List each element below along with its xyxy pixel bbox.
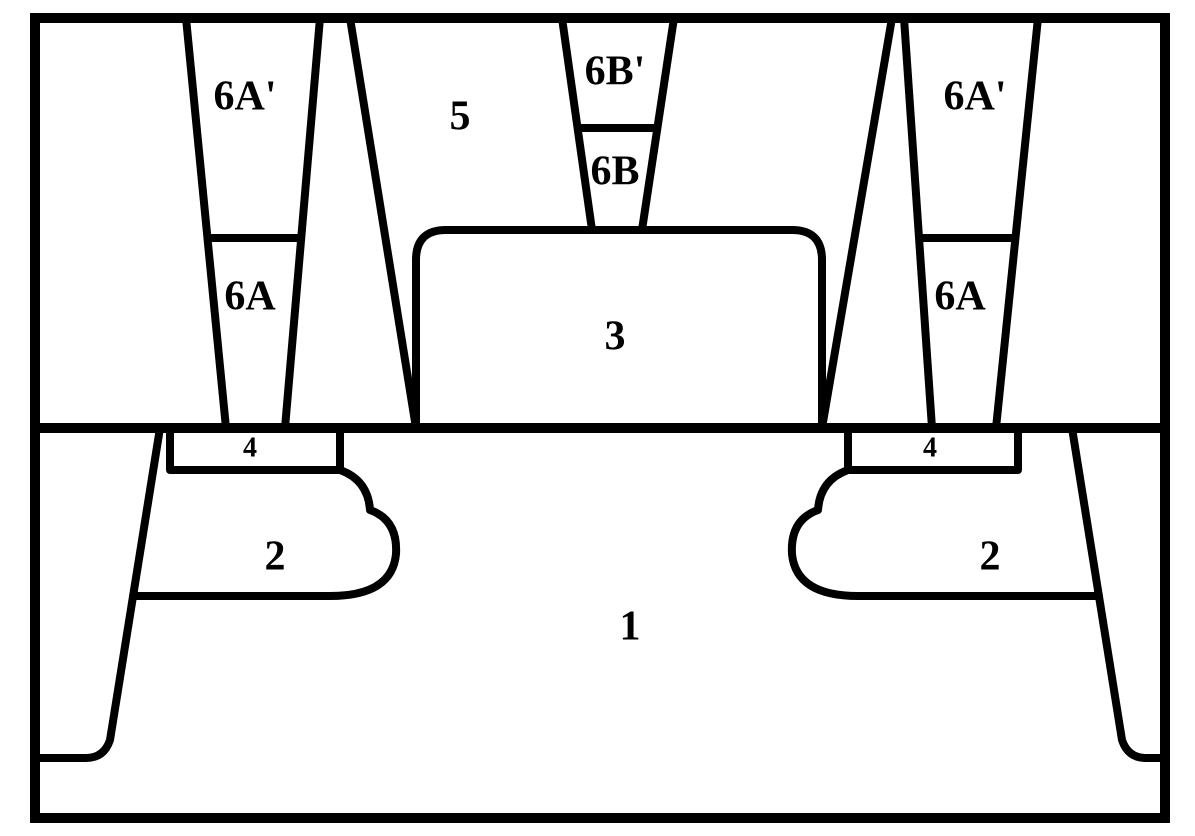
label-region4_right: 4	[923, 432, 937, 463]
label-region6B: 6B	[590, 149, 639, 195]
label-region2_left: 2	[265, 534, 286, 580]
label-region6A_left: 6A	[224, 274, 276, 320]
label-region5: 5	[450, 94, 471, 140]
label-region1: 1	[620, 604, 641, 650]
cross-section-diagram: 1 2 2 3 4 4 5 6A 6A 6A' 6A' 6B 6B'	[0, 0, 1195, 836]
label-region4_left: 4	[243, 432, 257, 463]
label-region6Aprime_left: 6A'	[214, 74, 277, 120]
label-region2_right: 2	[980, 534, 1001, 580]
label-region3: 3	[605, 314, 626, 360]
label-region6Bprime: 6B'	[585, 49, 646, 95]
label-region6Aprime_right: 6A'	[944, 74, 1007, 120]
label-region6A_right: 6A	[934, 274, 986, 320]
